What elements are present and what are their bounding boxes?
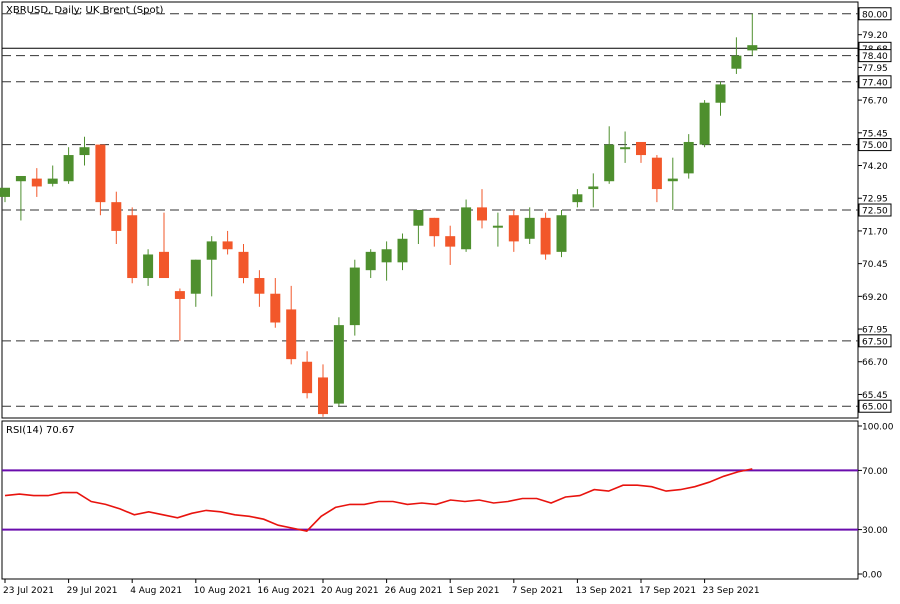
candle-body [461,207,472,250]
price-tick-label: 70.45 [862,260,888,270]
x-tick-label: 16 Aug 2021 [257,586,315,596]
candle-body [190,259,201,294]
level-label: 67.50 [862,337,888,347]
level-label: 72.50 [862,207,888,217]
rsi-tick-label: 70.00 [862,467,888,477]
level-label: 65.00 [862,403,888,413]
x-tick-label: 23 Jul 2021 [3,586,54,596]
level-label-box [858,203,892,217]
candle-body [302,361,313,394]
candle-body [206,241,217,260]
candle-body [127,215,138,279]
candle-body [174,291,185,299]
candle-body [413,210,424,226]
candle-body [15,175,26,182]
candle-body [31,178,42,187]
level-label: 80.00 [862,10,888,20]
x-tick-label: 20 Aug 2021 [321,586,379,596]
rsi-line [4,468,753,532]
candle-body [270,293,281,323]
rsi-tick-label: 0.00 [862,571,882,581]
level-label-box [858,49,892,63]
price-tick-label: 72.95 [862,195,888,205]
candle-body [47,178,58,184]
candle-body [683,141,694,174]
candle-body [445,236,456,247]
level-label: 78.40 [862,52,888,62]
price-tick-label: 71.70 [862,227,888,237]
candle-body [508,215,519,242]
price-tick-label: 66.70 [862,358,888,368]
candle-body [397,238,408,263]
level-label-box [858,334,892,348]
candle-body [95,144,106,203]
candle-body [524,217,535,239]
candle-body [620,147,631,150]
level-label-box [858,75,892,89]
x-tick-label: 17 Sep 2021 [639,586,696,596]
x-tick-label: 10 Aug 2021 [194,586,252,596]
candle-body [286,309,297,360]
candle-body [143,254,154,279]
candle-body [636,141,646,156]
rsi-label: RSI(14) 70.67 [6,425,75,436]
candle-body [667,178,678,182]
candle-body [572,194,583,203]
candle-body [477,207,487,221]
level-label: 75.00 [862,141,888,151]
candle-body [699,102,710,145]
candle-body [254,278,265,294]
x-tick-label: 29 Jul 2021 [67,586,118,596]
level-label-box [858,7,892,21]
x-tick-label: 7 Sep 2021 [512,586,563,596]
candle-body [159,251,169,279]
price-tick-label: 65.45 [862,391,888,401]
candle-body [429,217,440,237]
candle-body [63,155,74,182]
price-tick-label: 79.20 [862,31,888,41]
candle-body [651,157,662,190]
candle-body [222,241,233,250]
x-tick-label: 4 Aug 2021 [130,586,182,596]
price-tick-label: 74.20 [862,162,888,172]
level-label-box [858,138,892,152]
candle-body [604,144,615,182]
price-tick-label: 67.95 [862,326,888,336]
candle-body [318,377,328,415]
candle-body [556,215,567,252]
candle-body [238,251,249,279]
candle-body [0,187,10,197]
rsi-tick-label: 30.00 [862,526,888,536]
candle-body [381,249,392,263]
candle-body [349,267,360,326]
level-label: 77.40 [862,78,888,88]
candle-body [540,217,551,255]
candle-body [731,55,742,69]
x-tick-label: 1 Sep 2021 [448,586,499,596]
price-tick-label: 77.95 [862,64,888,74]
candle-body [111,202,122,231]
candle-body [747,45,758,51]
chart-title: XBRUSD, Daily: UK Brent (Spot) [6,5,164,16]
candle-body [333,325,344,404]
price-tick-label: 69.20 [862,293,888,303]
x-tick-label: 26 Aug 2021 [385,586,443,596]
x-tick-label: 23 Sep 2021 [703,586,760,596]
rsi-tick-label: 100.00 [862,423,894,433]
level-label-box [858,399,892,413]
price-tick-label: 76.70 [862,97,888,107]
price-tick-label: 75.45 [862,129,888,139]
candle-body [79,147,90,156]
candle-body [365,251,376,271]
candle-body [492,225,503,228]
x-tick-label: 13 Sep 2021 [575,586,632,596]
candle-body [715,84,726,103]
candle-body [588,186,599,190]
rsi-panel-frame [1,420,859,580]
